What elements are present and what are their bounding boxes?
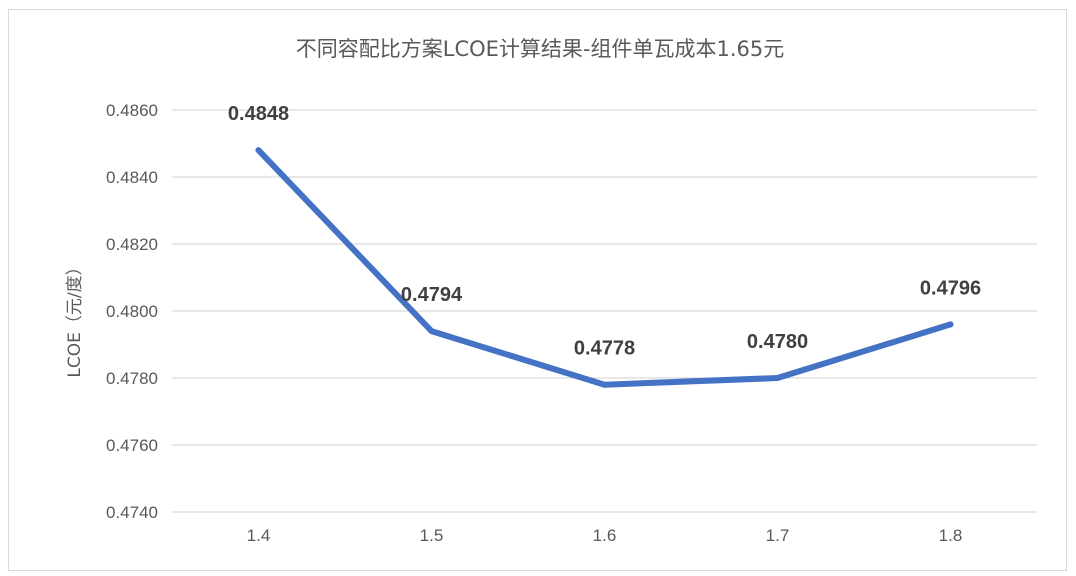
y-tick-label: 0.4840 [106,168,158,187]
data-label: 0.4794 [401,284,463,306]
data-point [601,381,608,388]
y-axis-label: LCOE（元/度） [65,258,85,377]
x-tick-label: 1.8 [939,526,963,545]
x-tick-label: 1.4 [247,526,271,545]
y-tick-label: 0.4780 [106,369,158,388]
y-tick-label: 0.4740 [106,503,158,522]
data-label: 0.4778 [574,338,635,360]
y-tick-label: 0.4820 [106,235,158,254]
data-point [947,321,954,328]
x-tick-label: 1.7 [766,526,790,545]
y-tick-label: 0.4860 [106,101,158,120]
data-label: 0.4780 [747,331,808,353]
x-tick-label: 1.6 [593,526,617,545]
x-tick-label: 1.5 [420,526,444,545]
data-point [774,375,781,381]
data-label: 0.4796 [920,277,981,299]
data-labels: 0.4848 0.4794 0.4778 0.4780 0.4796 [228,103,981,360]
data-point [428,328,435,335]
y-tick-label: 0.4800 [106,302,158,321]
chart-title: 不同容配比方案LCOE计算结果-组件单瓦成本1.65元 [296,37,785,61]
series-group [255,147,954,388]
gridlines [172,109,1037,513]
data-point [255,147,262,154]
data-label: 0.4848 [228,103,289,125]
x-axis-ticks: 1.4 1.5 1.6 1.7 1.8 [247,526,963,545]
y-tick-label: 0.4760 [106,436,158,455]
y-axis-ticks: 0.4740 0.4760 0.4780 0.4800 0.4820 0.4840 0.48… [106,101,158,522]
chart-frame [8,9,1067,571]
